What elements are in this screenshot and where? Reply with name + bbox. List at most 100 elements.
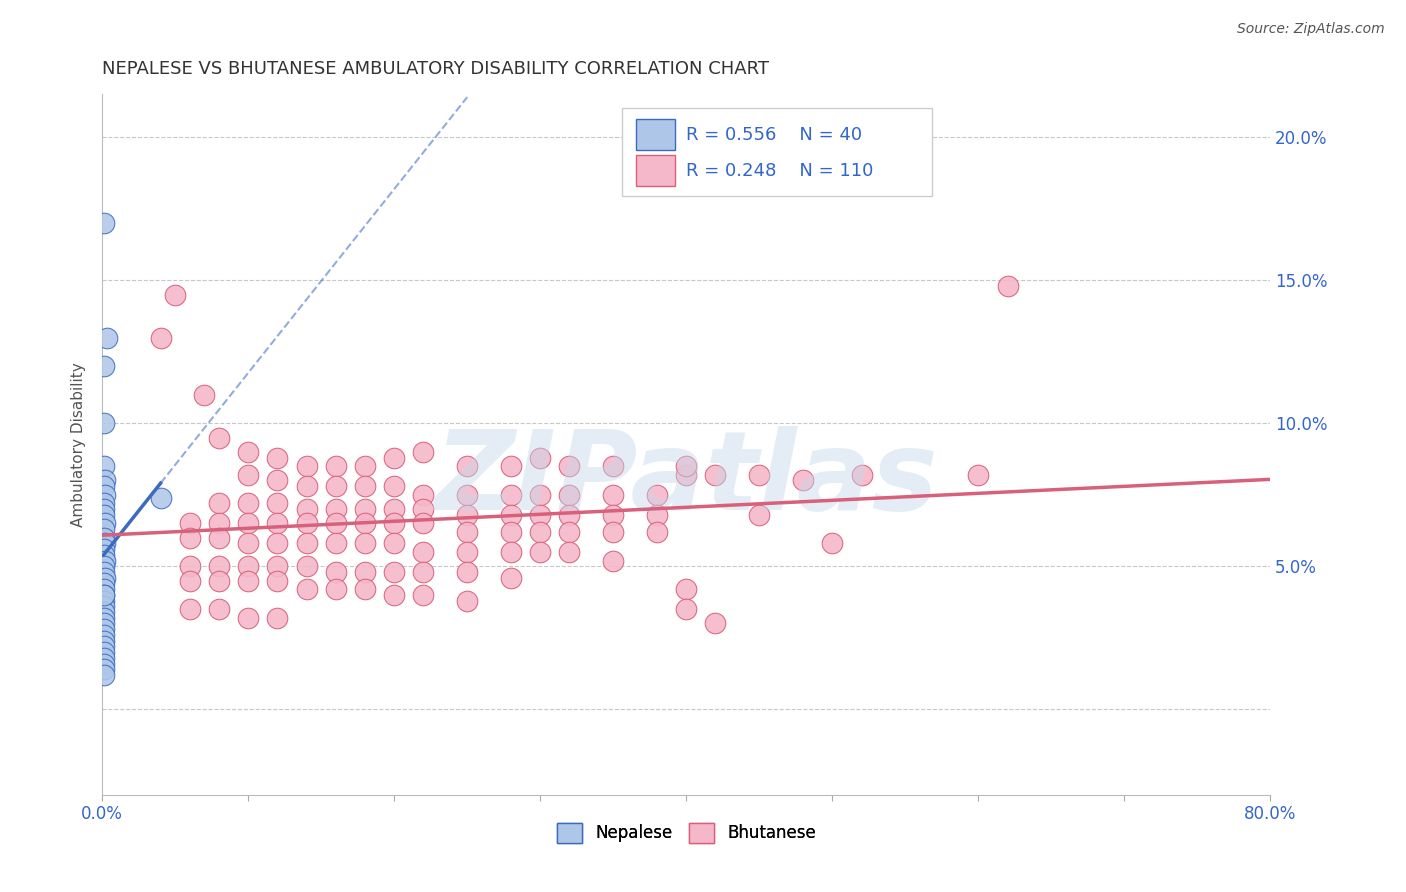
Point (354, 565, 377, 579)
Point (602, 553, 624, 567)
Point (529, 450, 551, 465)
Point (93, 628, 115, 642)
Point (93, 611, 115, 625)
Legend: Nepalese, Bhutanese: Nepalese, Bhutanese (550, 816, 823, 850)
Point (93, 576, 115, 591)
Point (558, 508, 581, 522)
Point (558, 488, 581, 502)
Point (208, 516, 231, 531)
Point (456, 488, 478, 502)
Point (165, 287, 187, 301)
Point (238, 516, 260, 531)
Point (412, 502, 434, 516)
Point (645, 488, 668, 502)
Point (93, 496, 115, 510)
Point (93, 605, 115, 619)
Text: Source: ZipAtlas.com: Source: ZipAtlas.com (1237, 22, 1385, 37)
Text: R = 0.556    N = 40: R = 0.556 N = 40 (686, 126, 862, 145)
Point (179, 516, 201, 531)
FancyBboxPatch shape (621, 109, 932, 196)
Point (851, 467, 873, 482)
Point (456, 459, 478, 474)
Point (558, 545, 581, 559)
Point (675, 459, 697, 474)
Point (967, 467, 990, 482)
Point (266, 496, 288, 510)
Point (792, 474, 814, 488)
Point (94, 571, 117, 585)
Point (94, 474, 117, 488)
Point (675, 467, 697, 482)
Point (238, 467, 260, 482)
Point (179, 559, 201, 574)
Point (238, 445, 260, 459)
Point (456, 524, 478, 539)
Point (529, 508, 551, 522)
Point (325, 582, 347, 596)
Point (266, 516, 288, 531)
Point (208, 574, 231, 588)
Point (704, 616, 727, 631)
Point (499, 524, 522, 539)
Point (93, 582, 115, 596)
Point (456, 565, 478, 579)
Y-axis label: Ambulatory Disability: Ambulatory Disability (72, 362, 86, 527)
Point (93, 633, 115, 648)
Point (499, 545, 522, 559)
Point (295, 516, 318, 531)
Point (93, 508, 115, 522)
Point (94, 553, 117, 567)
Point (93, 531, 115, 545)
Point (238, 611, 260, 625)
Point (208, 496, 231, 510)
Point (325, 536, 347, 550)
Point (179, 574, 201, 588)
Point (266, 474, 288, 488)
Point (382, 588, 405, 602)
Point (93, 588, 115, 602)
Point (179, 531, 201, 545)
Point (295, 479, 318, 493)
Point (529, 545, 551, 559)
Point (179, 602, 201, 616)
Point (96, 330, 118, 344)
Point (93, 662, 115, 676)
Point (499, 571, 522, 585)
Point (412, 445, 434, 459)
Point (93, 359, 115, 373)
Point (354, 502, 377, 516)
Point (238, 574, 260, 588)
Point (821, 536, 844, 550)
Point (382, 516, 405, 531)
Point (602, 459, 624, 474)
Point (266, 536, 288, 550)
Point (93, 542, 115, 557)
Point (93, 588, 115, 602)
Point (354, 479, 377, 493)
Text: ZIPatlas: ZIPatlas (434, 426, 938, 533)
Point (208, 531, 231, 545)
Point (675, 582, 697, 596)
Point (382, 450, 405, 465)
Point (93, 650, 115, 665)
Point (266, 559, 288, 574)
Point (295, 582, 318, 596)
Point (325, 479, 347, 493)
Point (93, 640, 115, 654)
Point (295, 502, 318, 516)
Point (558, 524, 581, 539)
Point (93, 559, 115, 574)
Point (149, 330, 172, 344)
Point (325, 502, 347, 516)
Point (382, 502, 405, 516)
Text: R = 0.248    N = 110: R = 0.248 N = 110 (686, 161, 873, 180)
Point (94, 516, 117, 531)
Point (412, 588, 434, 602)
Point (94, 536, 117, 550)
Point (93, 599, 115, 614)
Point (193, 387, 215, 401)
Point (602, 488, 624, 502)
Point (208, 602, 231, 616)
Point (997, 279, 1019, 293)
Point (208, 559, 231, 574)
